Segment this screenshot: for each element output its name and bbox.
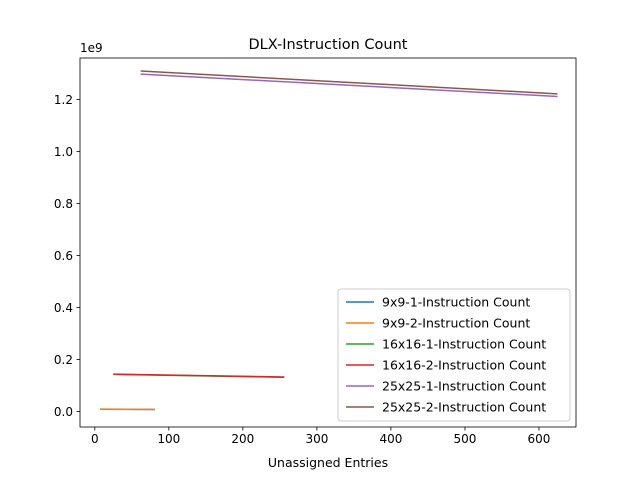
- legend: 9x9-1-Instruction Count 9x9-2-Instruction…: [338, 289, 570, 421]
- legend-label-4: 25x25-1-Instruction Count: [382, 379, 546, 394]
- chart-title: DLX-Instruction Count: [249, 37, 408, 53]
- x-tick-label: 200: [231, 432, 254, 446]
- legend-label-3: 16x16-2-Instruction Count: [382, 358, 546, 373]
- y-tick-label: 1.2: [54, 93, 73, 107]
- x-tick-label: 400: [379, 432, 402, 446]
- x-axis-label: Unassigned Entries: [268, 455, 388, 470]
- y-tick-label: 0.6: [54, 249, 73, 263]
- y-tick-label: 0.0: [54, 405, 73, 419]
- y-tick-label: 1.0: [54, 145, 73, 159]
- legend-label-2: 16x16-1-Instruction Count: [382, 337, 546, 352]
- x-tick-label: 0: [91, 432, 99, 446]
- legend-label-5: 25x25-2-Instruction Count: [382, 400, 546, 415]
- x-tick-label: 500: [454, 432, 477, 446]
- x-tick-label: 300: [305, 432, 328, 446]
- x-tick-label: 600: [528, 432, 551, 446]
- y-tick-label: 0.2: [54, 353, 73, 367]
- y-tick-label: 0.8: [54, 197, 73, 211]
- y-tick-label: 0.4: [54, 301, 73, 315]
- legend-label-0: 9x9-1-Instruction Count: [382, 295, 530, 310]
- y-axis-offset-label: 1e9: [80, 41, 103, 55]
- legend-label-1: 9x9-2-Instruction Count: [382, 316, 530, 331]
- x-tick-label: 100: [157, 432, 180, 446]
